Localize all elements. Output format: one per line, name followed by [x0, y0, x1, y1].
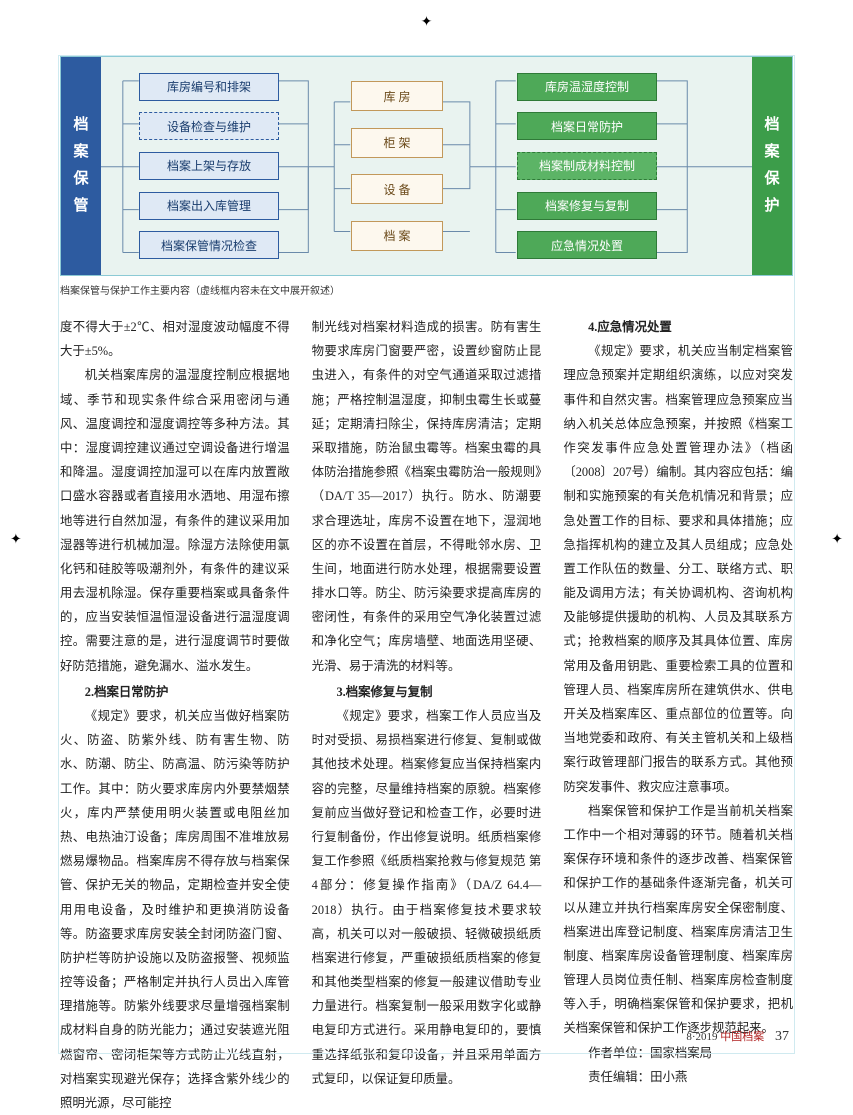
- right-box: 档案修复与复制: [517, 192, 657, 220]
- heading-3: 3.档案修复与复制: [312, 680, 542, 704]
- heading-2: 2.档案日常防护: [60, 680, 290, 704]
- editor-label: 责任编辑：: [588, 1070, 650, 1084]
- registration-mark-top: ✦: [421, 14, 433, 31]
- footer-magazine: 中国档案: [720, 1031, 764, 1043]
- registration-mark-left: ✦: [10, 532, 22, 549]
- side-left-char: 案: [73, 139, 88, 166]
- diagram-side-left: 档 案 保 管: [61, 57, 101, 275]
- body-p4b: 档案保管和保护工作是当前机关档案工作中一个相对薄弱的环节。随着机关档案保存环境和…: [563, 799, 793, 1041]
- body-p3a: 《规定》要求，档案工作人员应当及时对受损、易损档案进行修复、复制或做其他技术处理…: [312, 704, 542, 1091]
- left-box: 档案上架与存放: [139, 152, 279, 180]
- side-left-char: 保: [73, 166, 88, 193]
- side-right-char: 护: [764, 193, 779, 220]
- left-box: 档案出入库管理: [139, 192, 279, 220]
- registration-mark-right: ✦: [831, 532, 843, 549]
- side-right-char: 保: [764, 166, 779, 193]
- diagram-side-right: 档 案 保 护: [752, 57, 792, 275]
- body-intro2: 机关档案库房的温湿度控制应根据地域、季节和现实条件综合采用密闭与通风、温度调控和…: [60, 363, 290, 677]
- left-box: 库房编号和排架: [139, 73, 279, 101]
- author-unit-label: 作者单位：: [588, 1046, 650, 1060]
- mid-box: 设 备: [351, 174, 443, 204]
- footer-issue: 8·2019: [686, 1031, 717, 1043]
- right-box: 库房温湿度控制: [517, 73, 657, 101]
- body-intro1: 度不得大于±2℃、相对湿度波动幅度不得大于±5%。: [60, 315, 290, 363]
- side-left-char: 管: [73, 193, 88, 220]
- footer-page: 37: [775, 1029, 789, 1044]
- heading-4: 4.应急情况处置: [563, 315, 793, 339]
- mid-box: 档 案: [351, 221, 443, 251]
- side-left-char: 档: [73, 112, 88, 139]
- editor-name: 田小燕: [650, 1070, 687, 1084]
- body-p2b: 制光线对档案材料造成的损害。防有害生物要求库房门窗要严密，设置纱窗防止昆虫进入，…: [312, 315, 542, 678]
- author-unit: 国家档案局: [650, 1046, 712, 1060]
- left-box-dashed: 设备检查与维护: [139, 112, 279, 140]
- diagram-left-column: 库房编号和排架 设备检查与维护 档案上架与存放 档案出入库管理 档案保管情况检查: [139, 67, 279, 265]
- body-columns: 度不得大于±2℃、相对湿度波动幅度不得大于±5%。 机关档案库房的温湿度控制应根…: [60, 315, 793, 1115]
- left-box: 档案保管情况检查: [139, 231, 279, 259]
- main-diagram: 档 案 保 管 档 案 保 护 库房编号和排架 设备检查与维护 档案上架与存放 …: [60, 56, 793, 276]
- body-p4a: 《规定》要求，机关应当制定档案管理应急预案并定期组织演练，以应对突发事件和自然灾…: [563, 339, 793, 799]
- mid-box: 库 房: [351, 81, 443, 111]
- diagram-caption: 档案保管与保护工作主要内容（虚线框内容未在文中展开叙述）: [60, 282, 793, 297]
- diagram-mid-column: 库 房 柜 架 设 备 档 案: [351, 81, 443, 251]
- right-box: 应急情况处置: [517, 231, 657, 259]
- right-box-dashed: 档案制成材料控制: [517, 152, 657, 180]
- diagram-right-column: 库房温湿度控制 档案日常防护 档案制成材料控制 档案修复与复制 应急情况处置: [517, 67, 657, 265]
- side-right-char: 档: [764, 112, 779, 139]
- mid-box: 柜 架: [351, 128, 443, 158]
- side-right-char: 案: [764, 139, 779, 166]
- right-box: 档案日常防护: [517, 112, 657, 140]
- body-p2a: 《规定》要求，机关应当做好档案防火、防盗、防紫外线、防有害生物、防水、防潮、防尘…: [60, 704, 290, 1115]
- editor-line: 责任编辑：田小燕: [563, 1065, 793, 1089]
- page-footer: 8·2019 中国档案 37: [686, 1028, 789, 1045]
